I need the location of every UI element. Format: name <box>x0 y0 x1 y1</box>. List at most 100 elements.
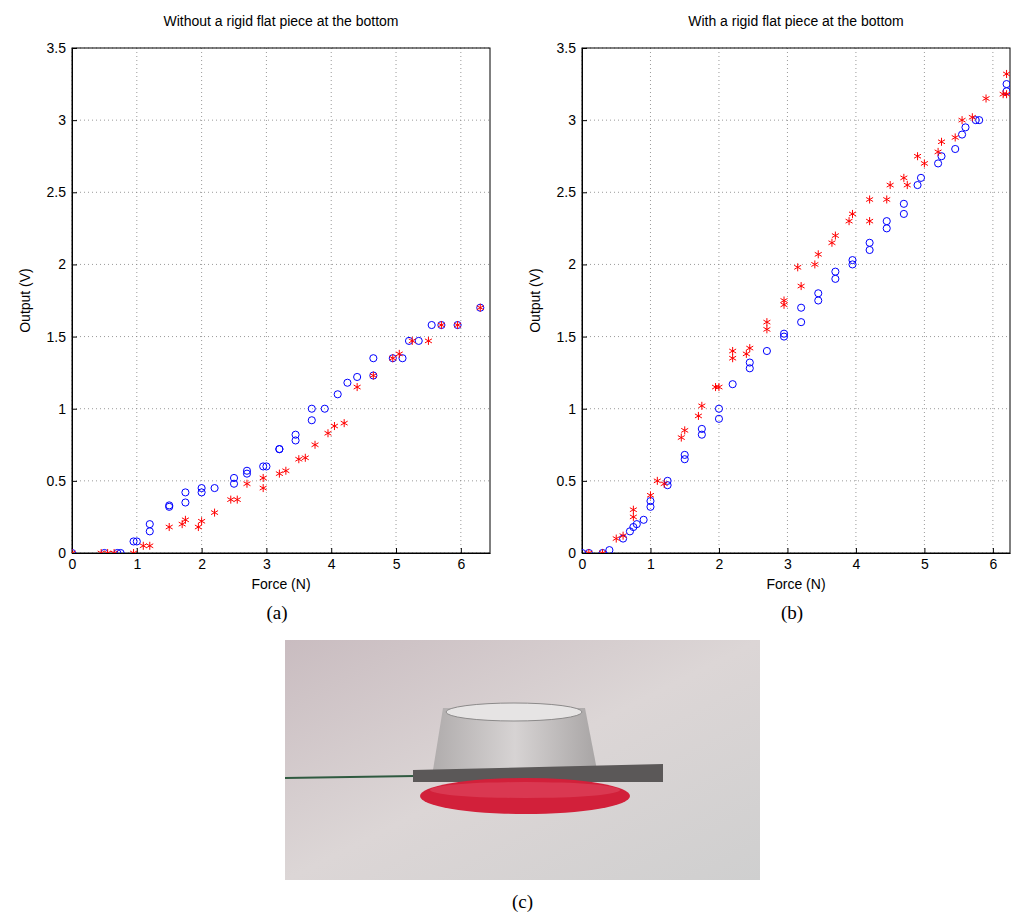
point <box>331 422 338 430</box>
grid-line <box>396 48 397 553</box>
tick-mark <box>72 192 77 193</box>
y-axis: 00.511.522.533.5 <box>47 40 77 561</box>
plot-area <box>72 48 490 553</box>
point <box>958 131 965 138</box>
figure: 012345600.511.522.533.5Without a rigid f… <box>0 0 1020 921</box>
tick: 5 <box>393 548 401 572</box>
point <box>308 405 315 412</box>
tick-mark <box>582 409 587 410</box>
x-axis: 0123456 <box>69 548 491 572</box>
tick: 2 <box>198 548 206 572</box>
tick-mark <box>137 548 138 553</box>
point <box>354 373 361 380</box>
tick-label: 4 <box>328 556 336 572</box>
point <box>969 113 976 121</box>
point <box>900 210 907 217</box>
tick-mark <box>582 553 587 554</box>
point <box>325 429 332 437</box>
point <box>354 383 361 391</box>
point <box>276 446 283 453</box>
point <box>715 415 722 422</box>
point <box>211 509 218 517</box>
point <box>276 470 283 478</box>
point <box>140 542 147 550</box>
marks-inner <box>582 70 1010 553</box>
grid-line <box>992 48 993 553</box>
point <box>98 549 105 553</box>
tick-label: 0 <box>58 545 66 561</box>
marks <box>72 304 484 553</box>
grid-line <box>72 192 490 193</box>
grid-line <box>266 48 267 553</box>
point <box>1003 90 1010 98</box>
point <box>798 282 805 290</box>
point <box>104 549 111 553</box>
point <box>935 160 942 167</box>
tick: 3.5 <box>557 40 587 56</box>
tick-mark <box>582 264 587 265</box>
tick-label: 6 <box>989 556 997 572</box>
tick-mark <box>582 192 587 193</box>
title: Without a rigid flat piece at the bottom <box>163 13 398 29</box>
panel-caption: (b) <box>781 602 803 624</box>
point <box>698 425 705 432</box>
tick: 1.5 <box>557 329 587 345</box>
point <box>849 261 856 268</box>
tick-label: 2 <box>198 556 206 572</box>
tick-mark <box>856 548 857 553</box>
point <box>640 516 647 523</box>
point <box>389 354 396 362</box>
x-axis-title: Force (N) <box>766 576 825 592</box>
point <box>883 195 890 203</box>
grid-line <box>582 192 1010 193</box>
tick-label: 3.5 <box>557 40 577 56</box>
tick: 4 <box>853 548 861 572</box>
point <box>938 138 945 146</box>
tick: 6 <box>989 548 997 572</box>
point <box>815 297 822 304</box>
grid-line <box>72 480 490 481</box>
photo-red-base <box>420 778 630 814</box>
point <box>781 296 788 304</box>
point <box>370 372 377 379</box>
tick: 3 <box>784 548 792 572</box>
point <box>763 325 770 333</box>
tick: 4 <box>328 548 336 572</box>
point <box>962 124 969 131</box>
point <box>230 474 237 481</box>
tick-mark <box>72 120 77 121</box>
point <box>952 133 959 141</box>
point <box>211 485 218 492</box>
point <box>198 489 205 496</box>
tick-mark <box>331 548 332 553</box>
tick: 2 <box>568 256 587 272</box>
photo-wire <box>285 776 415 778</box>
point <box>866 246 873 253</box>
axis-line <box>72 49 73 554</box>
tick-mark <box>72 553 77 554</box>
x-axis-title: Force (N) <box>251 576 310 592</box>
point <box>182 516 189 524</box>
grid-line <box>136 48 137 553</box>
tick-label: 2 <box>716 556 724 572</box>
point <box>438 321 445 329</box>
point <box>780 330 787 337</box>
grid <box>72 48 490 553</box>
point <box>883 225 890 232</box>
grid-line <box>72 336 490 337</box>
tick: 0.5 <box>47 473 77 489</box>
point <box>312 441 319 449</box>
point <box>1003 70 1010 78</box>
tick: 1.5 <box>47 329 77 345</box>
point <box>72 549 75 553</box>
point <box>260 484 267 492</box>
grid-line <box>718 48 719 553</box>
y-axis-title: Output (V) <box>527 268 543 333</box>
point <box>370 372 377 380</box>
tick-mark <box>72 481 77 482</box>
point <box>633 521 640 528</box>
y-axis-title: Output (V) <box>17 268 33 333</box>
x-axis: 0123456 <box>579 548 1011 572</box>
tick-mark <box>787 548 788 553</box>
point <box>243 480 250 488</box>
